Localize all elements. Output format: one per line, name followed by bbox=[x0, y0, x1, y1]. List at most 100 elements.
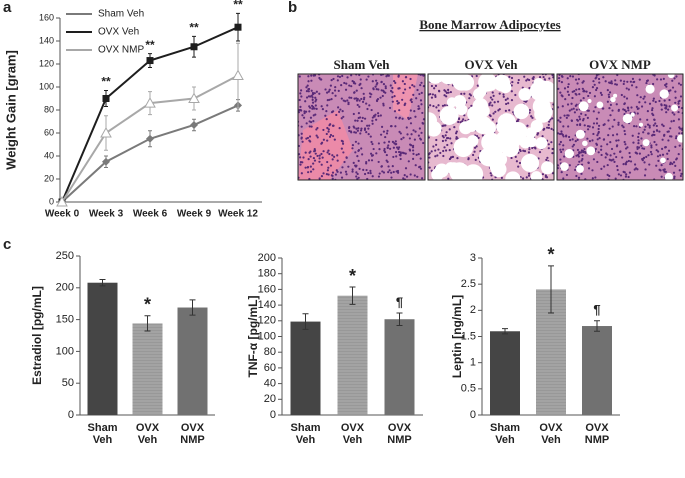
cell bbox=[419, 157, 422, 160]
y-tick-label: 1 bbox=[470, 357, 476, 369]
adipocyte bbox=[481, 120, 496, 135]
cell bbox=[636, 94, 639, 97]
cell bbox=[314, 96, 317, 99]
cell bbox=[355, 97, 358, 100]
cell bbox=[463, 92, 466, 95]
cell bbox=[620, 93, 623, 97]
cell bbox=[608, 174, 611, 178]
cell bbox=[496, 100, 500, 103]
x-tick-label: OVX NMP bbox=[180, 422, 205, 446]
cell bbox=[576, 123, 579, 126]
cell bbox=[417, 134, 421, 137]
cell bbox=[557, 106, 560, 109]
cell bbox=[380, 125, 384, 128]
cell bbox=[607, 93, 610, 96]
cell bbox=[532, 77, 535, 81]
cell bbox=[320, 175, 324, 178]
cell bbox=[341, 74, 344, 78]
y-tick-label: 3 bbox=[470, 252, 476, 264]
cell bbox=[631, 134, 634, 137]
cell bbox=[383, 147, 386, 151]
annotation: ** bbox=[101, 75, 111, 89]
cell bbox=[305, 110, 308, 113]
cell bbox=[559, 120, 562, 123]
cell bbox=[474, 158, 477, 161]
cell bbox=[342, 151, 345, 154]
cell bbox=[641, 157, 644, 161]
cell bbox=[444, 134, 447, 137]
cell bbox=[443, 94, 446, 97]
cell bbox=[663, 133, 666, 136]
cell bbox=[618, 150, 622, 154]
cell bbox=[613, 118, 616, 121]
cell bbox=[576, 138, 579, 141]
cell bbox=[433, 87, 436, 90]
cell bbox=[362, 168, 365, 172]
cell bbox=[494, 110, 497, 113]
cell bbox=[324, 88, 327, 91]
cell bbox=[565, 135, 568, 138]
cell bbox=[611, 134, 615, 137]
cell bbox=[661, 138, 664, 141]
cell bbox=[369, 95, 372, 98]
cell bbox=[602, 76, 605, 79]
cell bbox=[310, 125, 313, 128]
cell bbox=[354, 119, 357, 122]
cell bbox=[432, 145, 435, 148]
cell bbox=[672, 161, 676, 164]
cell bbox=[399, 157, 402, 161]
cell bbox=[633, 163, 637, 166]
cell bbox=[615, 83, 618, 86]
cell bbox=[652, 124, 655, 127]
cell bbox=[591, 169, 594, 172]
cell bbox=[363, 127, 367, 130]
cell bbox=[652, 82, 655, 86]
cell bbox=[596, 138, 599, 141]
cell bbox=[360, 87, 363, 90]
cell bbox=[315, 98, 318, 101]
cell bbox=[382, 171, 386, 174]
cell bbox=[434, 155, 437, 158]
image-label: OVX NMP bbox=[589, 57, 651, 72]
annotation: ¶ bbox=[396, 294, 403, 309]
cell bbox=[396, 171, 400, 174]
cell bbox=[336, 170, 339, 173]
cell bbox=[340, 97, 343, 100]
y-tick-label: 0 bbox=[49, 196, 54, 206]
cell bbox=[387, 171, 390, 174]
cell bbox=[665, 82, 668, 85]
cell bbox=[530, 115, 533, 118]
cell bbox=[624, 147, 628, 150]
cell bbox=[384, 87, 387, 90]
cell bbox=[353, 131, 356, 134]
cell bbox=[454, 132, 458, 135]
bar bbox=[132, 323, 163, 415]
y-tick-label: 0 bbox=[270, 409, 276, 421]
histology-image bbox=[428, 74, 554, 180]
annotation: * bbox=[547, 245, 554, 265]
cell bbox=[551, 152, 554, 155]
cell bbox=[347, 101, 350, 104]
cell bbox=[508, 75, 511, 79]
cell bbox=[588, 125, 591, 128]
cell bbox=[566, 114, 569, 117]
cell bbox=[660, 147, 664, 150]
cell bbox=[327, 166, 330, 169]
cell bbox=[375, 79, 378, 82]
cell bbox=[560, 94, 563, 97]
cell bbox=[445, 91, 448, 94]
cell bbox=[413, 174, 416, 177]
cell bbox=[492, 112, 495, 115]
cell bbox=[355, 175, 358, 178]
cell bbox=[327, 173, 330, 176]
cell bbox=[546, 156, 549, 159]
adipocyte bbox=[459, 121, 473, 135]
cell bbox=[312, 74, 315, 77]
cell bbox=[562, 144, 565, 147]
cell bbox=[625, 97, 629, 100]
cell bbox=[406, 133, 409, 136]
cell bbox=[439, 151, 442, 155]
cell bbox=[651, 107, 654, 110]
cell bbox=[315, 107, 318, 110]
cell bbox=[547, 126, 551, 129]
